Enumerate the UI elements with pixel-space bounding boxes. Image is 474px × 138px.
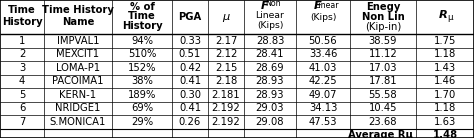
Text: 1: 1 — [19, 36, 25, 46]
Text: Name: Name — [62, 17, 94, 27]
Text: 2: 2 — [19, 49, 25, 59]
Text: 2.192: 2.192 — [211, 103, 240, 113]
Text: MEXCIT1: MEXCIT1 — [56, 49, 100, 59]
Text: 2.17: 2.17 — [215, 36, 237, 46]
Text: LOMA-P1: LOMA-P1 — [56, 63, 100, 73]
Text: 1.75: 1.75 — [434, 36, 456, 46]
Text: Non Lin: Non Lin — [362, 12, 404, 22]
Text: 28.93: 28.93 — [256, 76, 284, 86]
Text: 1.70: 1.70 — [434, 90, 456, 100]
Text: NRIDGE1: NRIDGE1 — [55, 103, 100, 113]
Text: 0.41: 0.41 — [179, 76, 201, 86]
Text: 34.13: 34.13 — [309, 103, 337, 113]
Text: 47.53: 47.53 — [309, 117, 337, 127]
Text: 17.03: 17.03 — [369, 63, 397, 73]
Text: 0.51: 0.51 — [179, 49, 201, 59]
Text: Linear: Linear — [255, 10, 284, 19]
Text: 69%: 69% — [131, 103, 153, 113]
Text: 1.43: 1.43 — [434, 63, 456, 73]
Text: 0.41: 0.41 — [179, 103, 201, 113]
Text: 50.56: 50.56 — [309, 36, 337, 46]
Text: 3: 3 — [19, 63, 25, 73]
Text: F: F — [261, 1, 269, 11]
Text: S.MONICA1: S.MONICA1 — [50, 117, 106, 127]
Text: 0.26: 0.26 — [179, 117, 201, 127]
Text: 189%: 189% — [128, 90, 156, 100]
Text: (Kips): (Kips) — [257, 21, 283, 30]
Text: Linear: Linear — [315, 1, 339, 10]
Text: 1.63: 1.63 — [434, 117, 456, 127]
Text: 28.41: 28.41 — [256, 49, 284, 59]
Text: 0.30: 0.30 — [179, 90, 201, 100]
Text: 11.12: 11.12 — [369, 49, 397, 59]
Text: 6: 6 — [19, 103, 25, 113]
Text: 41.03: 41.03 — [309, 63, 337, 73]
Text: PACOIMA1: PACOIMA1 — [52, 76, 104, 86]
Text: Average Rμ: Average Rμ — [348, 131, 413, 138]
Text: 1.18: 1.18 — [434, 103, 456, 113]
Text: F: F — [314, 1, 322, 11]
Text: 0.42: 0.42 — [179, 63, 201, 73]
Text: History: History — [122, 21, 162, 31]
Text: KERN-1: KERN-1 — [59, 90, 97, 100]
Text: % of: % of — [129, 2, 155, 12]
Text: IMPVAL1: IMPVAL1 — [57, 36, 99, 46]
Text: 10.45: 10.45 — [369, 103, 397, 113]
Text: R: R — [438, 10, 447, 20]
Text: μ: μ — [222, 12, 229, 22]
Text: 29%: 29% — [131, 117, 153, 127]
Text: 2.12: 2.12 — [215, 49, 237, 59]
Text: 2.15: 2.15 — [215, 63, 237, 73]
Text: 1.48: 1.48 — [432, 131, 457, 138]
Text: 28.93: 28.93 — [256, 90, 284, 100]
Text: 42.25: 42.25 — [309, 76, 337, 86]
Text: 152%: 152% — [128, 63, 156, 73]
Text: 38%: 38% — [131, 76, 153, 86]
Text: Time History: Time History — [42, 5, 114, 15]
Text: 55.58: 55.58 — [369, 90, 397, 100]
Text: Non: Non — [265, 0, 281, 9]
Text: 2.192: 2.192 — [211, 117, 240, 127]
Text: 2.181: 2.181 — [212, 90, 240, 100]
Text: 0.33: 0.33 — [179, 36, 201, 46]
Text: (Kips): (Kips) — [310, 13, 336, 22]
Text: Enegy: Enegy — [366, 2, 400, 12]
Text: 23.68: 23.68 — [369, 117, 397, 127]
Text: 29.03: 29.03 — [256, 103, 284, 113]
Text: 7: 7 — [19, 117, 25, 127]
Text: μ: μ — [447, 14, 453, 22]
Text: 94%: 94% — [131, 36, 153, 46]
Text: 28.69: 28.69 — [255, 63, 284, 73]
Text: 2.18: 2.18 — [215, 76, 237, 86]
Text: 33.46: 33.46 — [309, 49, 337, 59]
Text: 17.81: 17.81 — [369, 76, 397, 86]
Text: 5: 5 — [19, 90, 25, 100]
Text: 28.83: 28.83 — [256, 36, 284, 46]
Text: 4: 4 — [19, 76, 25, 86]
Text: 38.59: 38.59 — [369, 36, 397, 46]
Text: PGA: PGA — [178, 12, 201, 22]
Text: Time: Time — [8, 5, 36, 15]
Text: (Kip-in): (Kip-in) — [365, 22, 401, 32]
Text: Time: Time — [128, 11, 156, 21]
Text: 49.07: 49.07 — [309, 90, 337, 100]
Text: 510%: 510% — [128, 49, 156, 59]
Text: 29.08: 29.08 — [256, 117, 284, 127]
Text: History: History — [2, 17, 42, 27]
Text: 1.18: 1.18 — [434, 49, 456, 59]
Text: 1.46: 1.46 — [434, 76, 456, 86]
